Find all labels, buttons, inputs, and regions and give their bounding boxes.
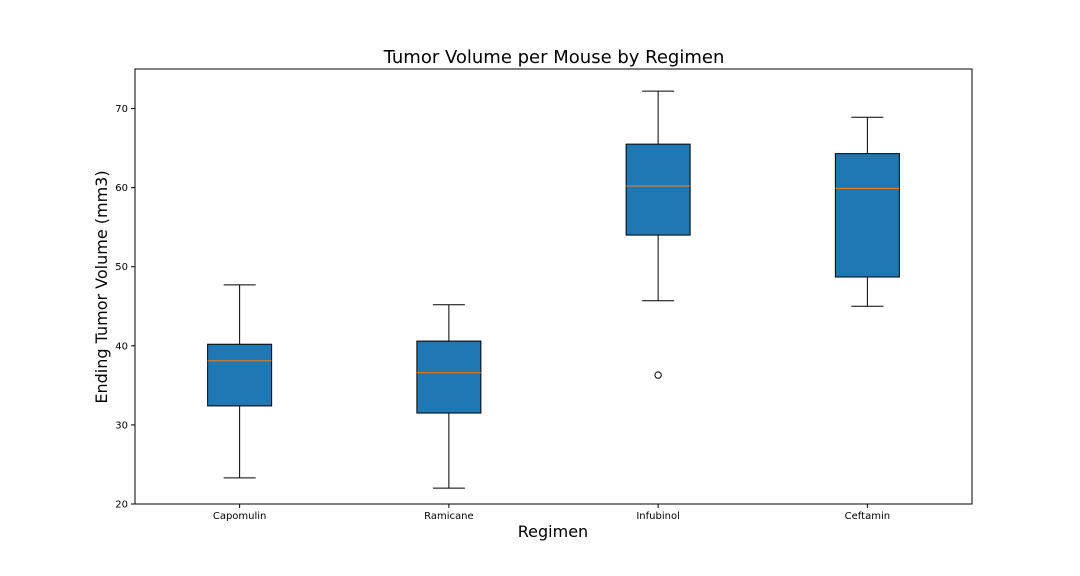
box-ramicane — [416, 340, 482, 414]
box-capomulin — [207, 343, 273, 407]
box-ceftamin — [834, 153, 900, 278]
y-tick-label: 50 — [115, 262, 128, 273]
chart-title: Tumor Volume per Mouse by Regimen — [383, 47, 725, 68]
x-axis-label: Regimen — [518, 522, 588, 541]
y-tick-label: 40 — [115, 341, 128, 352]
box-infubinol — [625, 143, 691, 236]
y-tick-label: 60 — [115, 183, 128, 194]
plot-frame — [134, 68, 973, 505]
y-tick-label: 20 — [115, 500, 128, 511]
outlier-point — [654, 371, 662, 379]
y-tick-label: 70 — [115, 104, 128, 115]
y-tick-label: 30 — [115, 420, 128, 431]
plot-area: 20 30 40 50 60 70 Capomulin Ramicane Infubinol Ce… — [115, 68, 973, 522]
x-tick-label: Capomulin — [213, 511, 267, 522]
x-tick-label: Ceftamin — [845, 511, 890, 522]
x-tick-label: Ramicane — [424, 511, 474, 522]
y-axis-label: Ending Tumor Volume (mm3) — [92, 170, 111, 403]
x-tick-label: Infubinol — [636, 511, 680, 522]
